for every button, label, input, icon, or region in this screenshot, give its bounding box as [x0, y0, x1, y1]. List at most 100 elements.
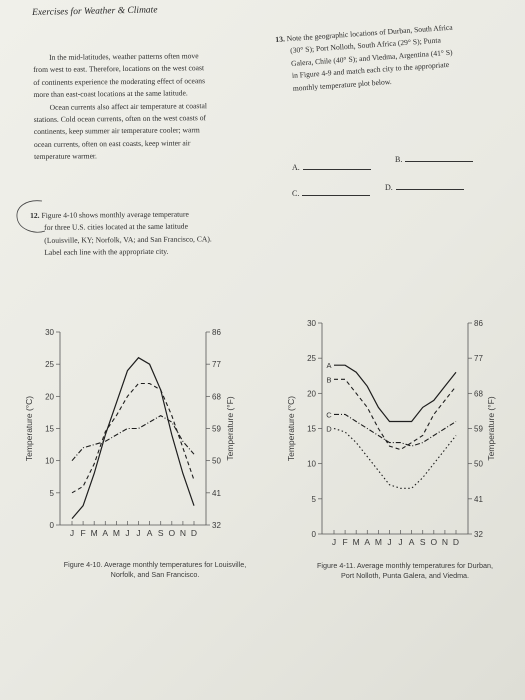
y-tick-label-right: 41: [474, 495, 483, 504]
y-tick-label-right: 59: [474, 425, 483, 434]
x-tick-label: M: [91, 528, 98, 538]
question-13: 13. Note the geographic locations of Dur…: [275, 22, 456, 96]
x-tick-label: F: [80, 528, 85, 538]
question-text-line: Label each line with the appropriate cit…: [44, 247, 169, 258]
x-tick-label: J: [70, 528, 74, 538]
answer-blank[interactable]: [302, 161, 371, 170]
x-tick-label: O: [431, 537, 438, 547]
x-tick-label: A: [364, 537, 370, 547]
text-line: ocean currents, often on east coasts, ke…: [33, 138, 191, 149]
answer-blank[interactable]: [405, 153, 474, 162]
answer-blank[interactable]: [302, 187, 371, 196]
caption-line: Figure 4-11. Average monthly temperature…: [317, 561, 493, 570]
y-tick-label-left: 0: [50, 521, 55, 530]
series-line: [71, 356, 195, 519]
caption-line: Norfolk, and San Francisco.: [110, 570, 200, 579]
x-tick-label: J: [136, 528, 140, 538]
question-text-line: Figure 4-10 shows monthly average temper…: [41, 209, 189, 220]
y-tick-label-right: 50: [212, 457, 221, 466]
x-tick-label: A: [409, 537, 415, 547]
y-axis-label-left: Temperature (°C): [24, 396, 34, 461]
y-tick-label-right: 32: [474, 530, 483, 539]
series-line: [334, 413, 457, 447]
figure-4-10-caption: Figure 4-10. Average monthly temperature…: [35, 560, 275, 580]
y-tick-label-right: 77: [474, 354, 483, 363]
x-tick-label: O: [169, 528, 176, 538]
caption-line: Figure 4-10. Average monthly temperature…: [63, 560, 247, 569]
y-tick-label-left: 30: [45, 328, 54, 337]
x-tick-label: M: [353, 537, 360, 547]
x-tick-label: A: [147, 528, 153, 538]
series-label: C: [326, 410, 332, 419]
x-tick-label: J: [125, 528, 129, 538]
y-tick-label-right: 68: [474, 389, 483, 398]
y-tick-label-right: 68: [212, 392, 221, 401]
y-tick-label-right: 41: [212, 489, 221, 498]
question-circle-mark: [16, 200, 46, 233]
question-number: 12.: [30, 210, 40, 220]
y-axis-label-right: Temperature (°F): [225, 396, 235, 461]
caption-line: Port Nolloth, Punta Galera, and Viedma.: [340, 571, 470, 580]
series-line: [71, 414, 195, 462]
y-tick-label-right: 32: [212, 521, 221, 530]
y-tick-label-right: 59: [212, 425, 221, 434]
y-tick-label-right: 77: [212, 360, 221, 369]
answer-field-d[interactable]: D.: [385, 181, 464, 192]
y-tick-label-right: 86: [474, 319, 483, 328]
x-tick-label: M: [375, 537, 382, 547]
y-axis-label-right: Temperature (°F): [486, 396, 496, 461]
x-tick-label: J: [398, 537, 402, 547]
y-tick-label-left: 25: [45, 360, 54, 369]
series-line: [71, 382, 195, 494]
answer-label: C.: [292, 189, 300, 198]
y-tick-label-left: 15: [307, 425, 316, 434]
y-axis-label-left: Temperature (°C): [286, 396, 296, 461]
answer-label: B.: [395, 155, 403, 164]
y-tick-label-left: 30: [307, 319, 316, 328]
y-tick-label-left: 15: [45, 425, 54, 434]
x-tick-label: F: [342, 537, 347, 547]
x-tick-label: N: [442, 537, 448, 547]
y-tick-label-left: 25: [307, 354, 316, 363]
figure-4-11-caption: Figure 4-11. Average monthly temperature…: [285, 561, 525, 581]
question-text-line: (Louisville, KY; Norfolk, VA; and San Fr…: [44, 234, 212, 245]
answer-label: A.: [292, 163, 300, 172]
x-tick-label: J: [387, 537, 391, 547]
y-tick-label-left: 10: [45, 457, 54, 466]
y-tick-label-left: 5: [312, 495, 317, 504]
x-tick-label: S: [158, 528, 164, 538]
text-line: temperature warmer.: [34, 151, 97, 162]
y-tick-label-left: 20: [307, 389, 316, 398]
series-label: A: [326, 361, 331, 370]
answer-field-a[interactable]: A.: [292, 161, 371, 172]
y-tick-label-left: 10: [307, 460, 316, 469]
y-tick-label-right: 50: [474, 460, 483, 469]
answer-field-b[interactable]: B.: [395, 153, 474, 164]
question-number: 13.: [275, 34, 286, 44]
answer-field-c[interactable]: C.: [292, 187, 371, 198]
x-tick-label: N: [180, 528, 186, 538]
x-tick-label: J: [332, 537, 336, 547]
question-12: 12. Figure 4-10 shows monthly average te…: [30, 208, 212, 259]
y-tick-label-left: 0: [312, 530, 317, 539]
answer-label: D.: [385, 183, 393, 192]
y-tick-label-left: 5: [50, 489, 55, 498]
series-line: [334, 364, 457, 423]
series-line: [334, 378, 457, 451]
series-line: [333, 427, 457, 489]
y-tick-label-left: 20: [45, 392, 54, 401]
x-tick-label: D: [191, 528, 197, 538]
answer-blank[interactable]: [395, 181, 464, 190]
x-tick-label: S: [420, 537, 426, 547]
series-label: D: [326, 425, 332, 434]
x-tick-label: D: [453, 537, 459, 547]
x-tick-label: A: [102, 528, 108, 538]
x-tick-label: M: [113, 528, 120, 538]
y-tick-label-right: 86: [212, 328, 221, 337]
series-label: B: [326, 375, 331, 384]
running-head: Exercises for Weather & Climate: [32, 5, 158, 18]
intro-text: In the mid-latitudes, weather patterns o…: [33, 50, 208, 163]
